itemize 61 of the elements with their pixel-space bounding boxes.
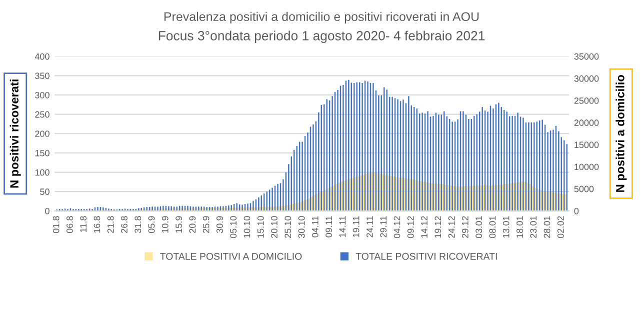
x-tick-label: 25.10: [284, 216, 292, 238]
x-tick-label: 03.01: [476, 216, 482, 238]
y-tick-label: 350: [35, 72, 50, 80]
x-tick-label: 23.01: [530, 216, 537, 238]
x-tick-label: 26.8: [121, 216, 128, 233]
x-tick-label: 14.12: [421, 216, 428, 238]
x-tick-label: 01.8: [52, 216, 60, 233]
x-tick-label: 05.9: [148, 216, 155, 233]
x-tick-label: 30.9: [216, 216, 223, 233]
x-tick-label: 10.10: [244, 216, 250, 238]
x-tick-label: 21.8: [107, 216, 114, 233]
y2-axis-title: N positivi a domicilio: [616, 75, 627, 192]
x-tick-label: 25.9: [202, 216, 210, 233]
x-tick-label: 02.02: [557, 216, 564, 238]
y-tick-label: 300: [35, 92, 50, 98]
legend-label: TOTALE POSITIVI RICOVERATI: [356, 252, 497, 260]
x-tick-label: 31.8: [134, 216, 142, 233]
y-tick-label: 50: [40, 188, 50, 195]
x-tick-label: 14.11: [339, 216, 346, 238]
x-tick-label: 30.10: [298, 216, 305, 238]
x-tick-label: 24.12: [448, 216, 455, 238]
x-tick-label: 29.11: [380, 216, 387, 238]
y-axis-title: N positivi ricoverati: [10, 80, 21, 188]
x-tick-label: 15.10: [257, 216, 264, 238]
x-tick-label: 04.11: [312, 216, 318, 238]
x-tick-label: 05.10: [230, 216, 237, 238]
x-tick-label: 13.01: [502, 216, 510, 238]
y-tick-label: 250: [35, 111, 50, 118]
x-tick-label: 20.9: [189, 216, 196, 233]
y-tick-label: 400: [34, 53, 50, 60]
x-tick-label: 20.10: [271, 216, 278, 238]
x-tick-label: 06.8: [66, 216, 73, 233]
x-tick-label: 11.8: [80, 216, 87, 232]
y2-tick-label: 25000: [574, 97, 599, 104]
x-tick-label: 10.9: [162, 216, 168, 233]
y2-tick-label: 35000: [574, 53, 599, 60]
y-tick-label: 150: [35, 150, 50, 156]
x-tick-label: 24.11: [366, 216, 373, 238]
x-tick-label: 18.01: [516, 216, 523, 238]
y-tick-label: 200: [35, 130, 50, 137]
x-tick-label: 29.12: [462, 216, 468, 238]
y2-tick-label: 20000: [574, 120, 599, 126]
x-tick-label: 04.12: [394, 216, 400, 238]
x-tick-label: 09.12: [407, 216, 414, 238]
legend-label: TOTALE POSITIVI A DOMICILIO: [160, 252, 302, 260]
x-tick-label: 19.12: [434, 216, 442, 238]
y2-tick-label: 5000: [574, 186, 594, 192]
y2-tick-label: 10000: [574, 164, 599, 170]
y2-tick-label: 30000: [574, 75, 599, 82]
x-tick-label: 28.01: [544, 216, 550, 238]
x-tick-label: 19.11: [352, 216, 360, 238]
x-tick-label: 09.11: [326, 216, 332, 238]
x-tick-label: 16.8: [94, 216, 100, 233]
y-tick-label: 100: [35, 169, 50, 176]
y2-tick-label: 0: [574, 208, 579, 214]
x-tick-label: 08.01: [489, 216, 496, 238]
y-tick-label: 0: [45, 208, 50, 214]
x-tick-label: 15.9: [176, 216, 182, 233]
chart-title: Prevalenza positivi a domicilio e positivi ricoverati in AOU: [164, 12, 479, 24]
y2-tick-label: 15000: [574, 142, 599, 148]
chart-subtitle: Focus 3°ondata periodo 1 agosto 2020- 4 febbraio 2021: [158, 30, 485, 43]
